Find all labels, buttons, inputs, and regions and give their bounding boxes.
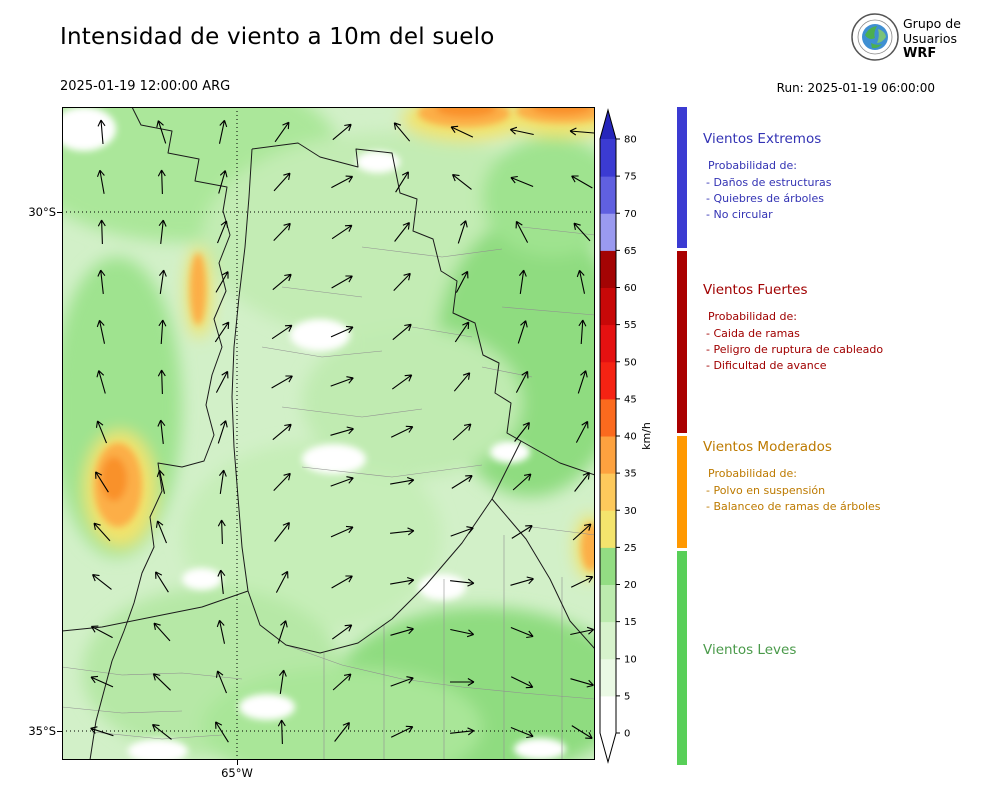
legend-section-title: Vientos Leves xyxy=(703,642,797,658)
colorbar-tick-label: 55 xyxy=(624,320,637,331)
department-boundary xyxy=(261,346,383,358)
axis-tick-65w xyxy=(237,760,238,765)
logo-line-2: Usuarios xyxy=(903,31,958,46)
wind-map xyxy=(62,107,595,760)
colorbar-tick-label: 65 xyxy=(624,246,637,257)
province-boundary xyxy=(231,142,522,654)
legend-subtitle: Probabilidad de: xyxy=(708,310,797,323)
colorbar-tick-label: 15 xyxy=(624,617,637,628)
province-boundary xyxy=(62,590,249,632)
legend-section-4: Vientos Leves xyxy=(703,642,995,670)
department-boundary xyxy=(281,286,363,298)
legend-color-strip-4 xyxy=(677,551,687,765)
colorbar-under-arrow xyxy=(600,733,616,762)
colorbar-tick-label: 75 xyxy=(624,172,637,183)
department-boundary xyxy=(91,731,223,740)
colorbar-tick-label: 0 xyxy=(624,729,630,740)
map-shading xyxy=(62,107,595,760)
legend-color-strip-3 xyxy=(677,436,687,548)
colorbar-tick-label: 20 xyxy=(624,580,637,591)
map-frame xyxy=(62,107,595,760)
department-boundary xyxy=(361,246,503,258)
department-boundary xyxy=(411,326,473,338)
legend-color-strip-1 xyxy=(677,107,687,248)
province-boundary xyxy=(89,210,231,760)
colorbar-over-arrow xyxy=(600,110,616,139)
logo-line-1: Grupo de xyxy=(903,16,961,31)
legend-item: - Quiebres de árboles xyxy=(706,192,824,205)
colorbar-tick-label: 10 xyxy=(624,654,637,665)
ytick-35s: 35°S xyxy=(28,724,56,738)
legend-section-1: Vientos Extremos Probabilidad de: - Daños … xyxy=(703,131,995,223)
province-boundary xyxy=(520,440,595,476)
colorbar-tick-label: 70 xyxy=(624,209,637,220)
department-boundary xyxy=(481,366,533,378)
province-boundary xyxy=(491,498,595,650)
legend-item: - Dificultad de avance xyxy=(706,359,827,372)
colorbar-tick-label: 80 xyxy=(624,135,637,146)
valid-datetime: 2025-01-19 12:00:00 ARG xyxy=(60,79,231,94)
legend-section-2: Vientos Fuertes Probabilidad de: - Caida d… xyxy=(703,282,995,374)
logo-text: Grupo de Usuarios WRF xyxy=(903,16,961,61)
colorbar-unit-label: km/h xyxy=(640,422,653,450)
legend-section-title: Vientos Moderados xyxy=(703,439,832,455)
province-boundary xyxy=(131,107,228,212)
wrf-globe-logo-icon xyxy=(851,13,899,61)
colorbar-tick-label: 45 xyxy=(624,394,637,405)
legend-color-strip-2 xyxy=(677,251,687,433)
colorbar-tick-label: 5 xyxy=(624,691,630,702)
colorbar-tick-label: 25 xyxy=(624,543,637,554)
colorbar-tick-label: 35 xyxy=(624,469,637,480)
department-boundary xyxy=(531,526,595,536)
legend-item: - No circular xyxy=(706,208,773,221)
legend-item: - Daños de estructuras xyxy=(706,176,832,189)
axis-tick-30s xyxy=(57,212,62,213)
legend-item: - Balanceo de ramas de árboles xyxy=(706,500,881,513)
colorbar-tick-label: 30 xyxy=(624,506,637,517)
xtick-65w: 65°W xyxy=(221,766,253,780)
colorbar: 0 5 10 15 20 25 30 35 40 45 50 55 60 65 70 75 80 km/h xyxy=(599,108,653,764)
department-boundary xyxy=(281,406,423,418)
legend-subtitle: Probabilidad de: xyxy=(708,467,797,480)
axis-tick-35s xyxy=(57,731,62,732)
logo-line-3: WRF xyxy=(903,46,937,61)
legend-section-3: Vientos Moderados Probabilidad de: - Polvo… xyxy=(703,439,995,515)
colorbar-tick-label: 50 xyxy=(624,357,637,368)
ytick-30s: 30°S xyxy=(28,205,56,219)
department-boundary xyxy=(62,666,243,680)
legend-section-title: Vientos Extremos xyxy=(703,131,822,147)
run-datetime: Run: 2025-01-19 06:00:00 xyxy=(776,81,935,95)
department-boundary xyxy=(62,706,183,714)
department-boundary xyxy=(285,644,595,700)
page-title: Intensidad de viento a 10m del suelo xyxy=(60,24,495,50)
department-boundary xyxy=(301,464,483,478)
wind-arrows xyxy=(90,119,595,745)
legend-item: - Peligro de ruptura de cableado xyxy=(706,343,884,356)
legend-subtitle: Probabilidad de: xyxy=(708,159,797,172)
legend-item: - Caida de ramas xyxy=(706,327,800,340)
colorbar-tick-label: 40 xyxy=(624,432,637,443)
legend-item: - Polvo en suspensión xyxy=(706,484,826,497)
department-boundary xyxy=(501,306,595,316)
legend-section-title: Vientos Fuertes xyxy=(703,282,808,298)
colorbar-tick-label: 60 xyxy=(624,283,637,294)
